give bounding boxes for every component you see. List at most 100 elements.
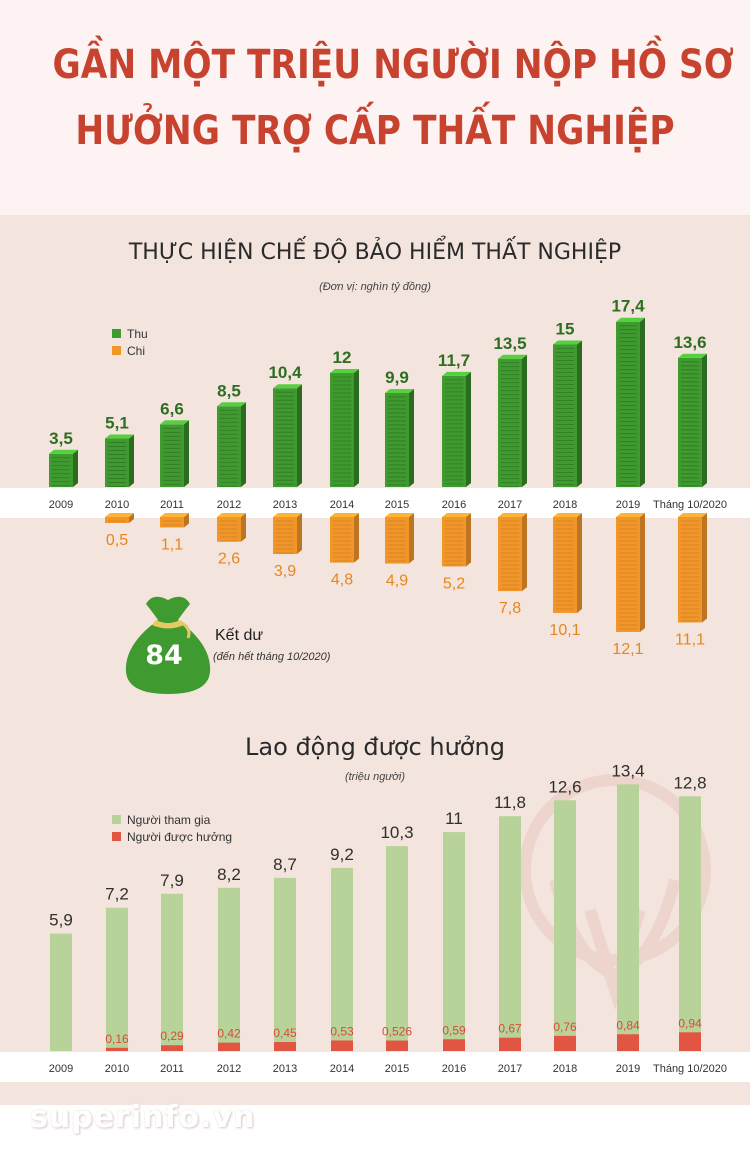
thu-value-label-2018: 15 — [556, 320, 575, 339]
x-tick-label-2016: 2016 — [442, 499, 466, 511]
chi-bar-top — [217, 513, 246, 517]
section1-legend: Thu Chi — [112, 325, 148, 359]
chi-bar-2017 — [498, 513, 527, 592]
duoc-huong-value-label-2016: 0,59 — [442, 1023, 466, 1037]
thu-bar-top — [217, 402, 246, 407]
thu-bar-side — [241, 402, 246, 487]
x-tick-label-2015: 2015 — [385, 499, 409, 511]
thu-bar-front — [616, 321, 640, 487]
chi-bar-2016 — [442, 513, 471, 567]
duoc-huong-bar-2015 — [386, 1040, 408, 1051]
thu-bar-top — [273, 384, 302, 389]
thu-bar-top — [442, 371, 471, 376]
tham-gia-value-label-2009: 5,9 — [49, 911, 73, 930]
thu-bar-side — [466, 371, 471, 487]
section2-title: Lao động được hưởng — [245, 733, 505, 761]
money-bag-icon — [125, 596, 211, 694]
chi-bar-2019 — [616, 513, 645, 632]
thu-bar-2015 — [385, 388, 414, 487]
surplus-label: Kết dư — [215, 627, 264, 644]
chi-bar-front — [273, 517, 297, 555]
duoc-huong-bar-2010 — [106, 1047, 128, 1051]
legend-label-tham-gia: Người tham gia — [127, 812, 211, 827]
chi-bar-top — [678, 513, 707, 517]
thu-value-label-2009: 3,5 — [49, 429, 73, 448]
thu-bar-top — [616, 317, 645, 322]
tham-gia-bar-2012 — [218, 887, 240, 1051]
chi-bar-side — [129, 513, 134, 523]
chi-value-label-2018: 10,1 — [549, 622, 580, 639]
thu-bar-top — [498, 354, 527, 359]
thu-value-label-2017: 13,5 — [493, 334, 526, 353]
thu-bar-2010 — [105, 434, 134, 487]
thu-bar-2018 — [553, 340, 582, 487]
thu-value-label-2012: 8,5 — [217, 381, 241, 400]
tham-gia-value-label-th-ng-10-2020: 12,8 — [673, 773, 706, 792]
tham-gia-value-label-2019: 13,4 — [611, 761, 644, 780]
x-tick-label-2015: 2015 — [385, 1063, 409, 1075]
tham-gia-bar-2011 — [161, 893, 183, 1051]
chi-bar-side — [409, 513, 414, 564]
legend-label-thu: Thu — [127, 326, 148, 341]
chi-value-label-th-ng-10-2020: 11,1 — [675, 631, 705, 648]
tham-gia-bar-2017 — [499, 816, 521, 1051]
chi-bar-front — [160, 517, 184, 528]
x-tick-label-2013: 2013 — [273, 1063, 297, 1075]
thu-bar-side — [640, 317, 645, 487]
thu-bar-side — [73, 449, 78, 487]
chi-bar-top — [273, 513, 302, 517]
x-tick-label-2017: 2017 — [498, 1063, 522, 1075]
chi-bar-top — [442, 513, 471, 517]
duoc-huong-value-label-2012: 0,42 — [217, 1027, 241, 1041]
thu-bar-side — [184, 420, 189, 487]
chi-bar-top — [498, 513, 527, 517]
thu-bar-top — [49, 449, 78, 454]
thu-bar-2014 — [330, 369, 359, 487]
tham-gia-value-label-2018: 12,6 — [548, 777, 581, 796]
tham-gia-bar-2016 — [443, 832, 465, 1051]
thu-bar-front — [442, 375, 466, 487]
thu-bar-side — [409, 388, 414, 487]
thu-value-label-2013: 10,4 — [268, 363, 302, 382]
thu-bar-top — [105, 434, 134, 439]
x-tick-label-2013: 2013 — [273, 499, 297, 511]
x-tick-label-2018: 2018 — [553, 499, 577, 511]
x-tick-label-2014: 2014 — [330, 499, 354, 511]
legend-swatch-thu — [112, 329, 121, 338]
chi-bar-2010 — [105, 513, 134, 523]
x-tick-label-2017: 2017 — [498, 499, 522, 511]
x-tick-label-2012: 2012 — [217, 1063, 241, 1075]
tham-gia-value-label-2017: 11,8 — [494, 793, 526, 812]
legend-swatch-duoc-huong — [112, 832, 121, 841]
x-tick-label-2018: 2018 — [553, 1063, 577, 1075]
chi-value-label-2013: 3,9 — [274, 563, 296, 580]
tham-gia-bar-2010 — [106, 907, 128, 1051]
section1-title: THỰC HIỆN CHẾ ĐỘ BẢO HIỂM THẤT NGHIỆP — [128, 240, 622, 265]
duoc-huong-bar-th-ng-10-2020 — [679, 1032, 701, 1051]
thu-bar-2009 — [49, 449, 78, 487]
chi-bar-side — [354, 513, 359, 563]
chi-bar-side — [241, 513, 246, 542]
tham-gia-value-label-2015: 10,3 — [380, 823, 413, 842]
x-tick-label-2016: 2016 — [442, 1063, 466, 1075]
chi-bar-top — [616, 513, 645, 517]
chi-value-label-2015: 4,9 — [386, 573, 408, 590]
duoc-huong-value-label-2019: 0,84 — [616, 1018, 640, 1032]
x-tick-label-2009: 2009 — [49, 1063, 73, 1075]
tham-gia-bar-2013 — [274, 877, 296, 1051]
legend-item-tham-gia: Người tham gia — [112, 811, 232, 828]
tham-gia-bar-2018 — [554, 800, 576, 1051]
legend-label-duoc-huong: Người được hưởng — [127, 829, 233, 844]
surplus-note: (đến hết tháng 10/2020) — [213, 651, 331, 663]
thu-bar-side — [522, 354, 527, 487]
thu-bar-2012 — [217, 402, 246, 487]
duoc-huong-bar-2019 — [617, 1034, 639, 1051]
headline-line-2: HƯỞNG TRỢ CẤP THẤT NGHIỆP — [75, 108, 675, 154]
x-tick-label-2019: 2019 — [616, 1063, 640, 1075]
duoc-huong-value-label-2010: 0,16 — [105, 1032, 129, 1046]
duoc-huong-value-label-2015: 0,526 — [382, 1025, 412, 1039]
labor-chart: 2009 2010 2011 2012 2013 2014 2015 2016 2017 2018… — [49, 761, 727, 1075]
chi-bar-side — [640, 513, 645, 632]
chi-bar-side — [466, 513, 471, 567]
